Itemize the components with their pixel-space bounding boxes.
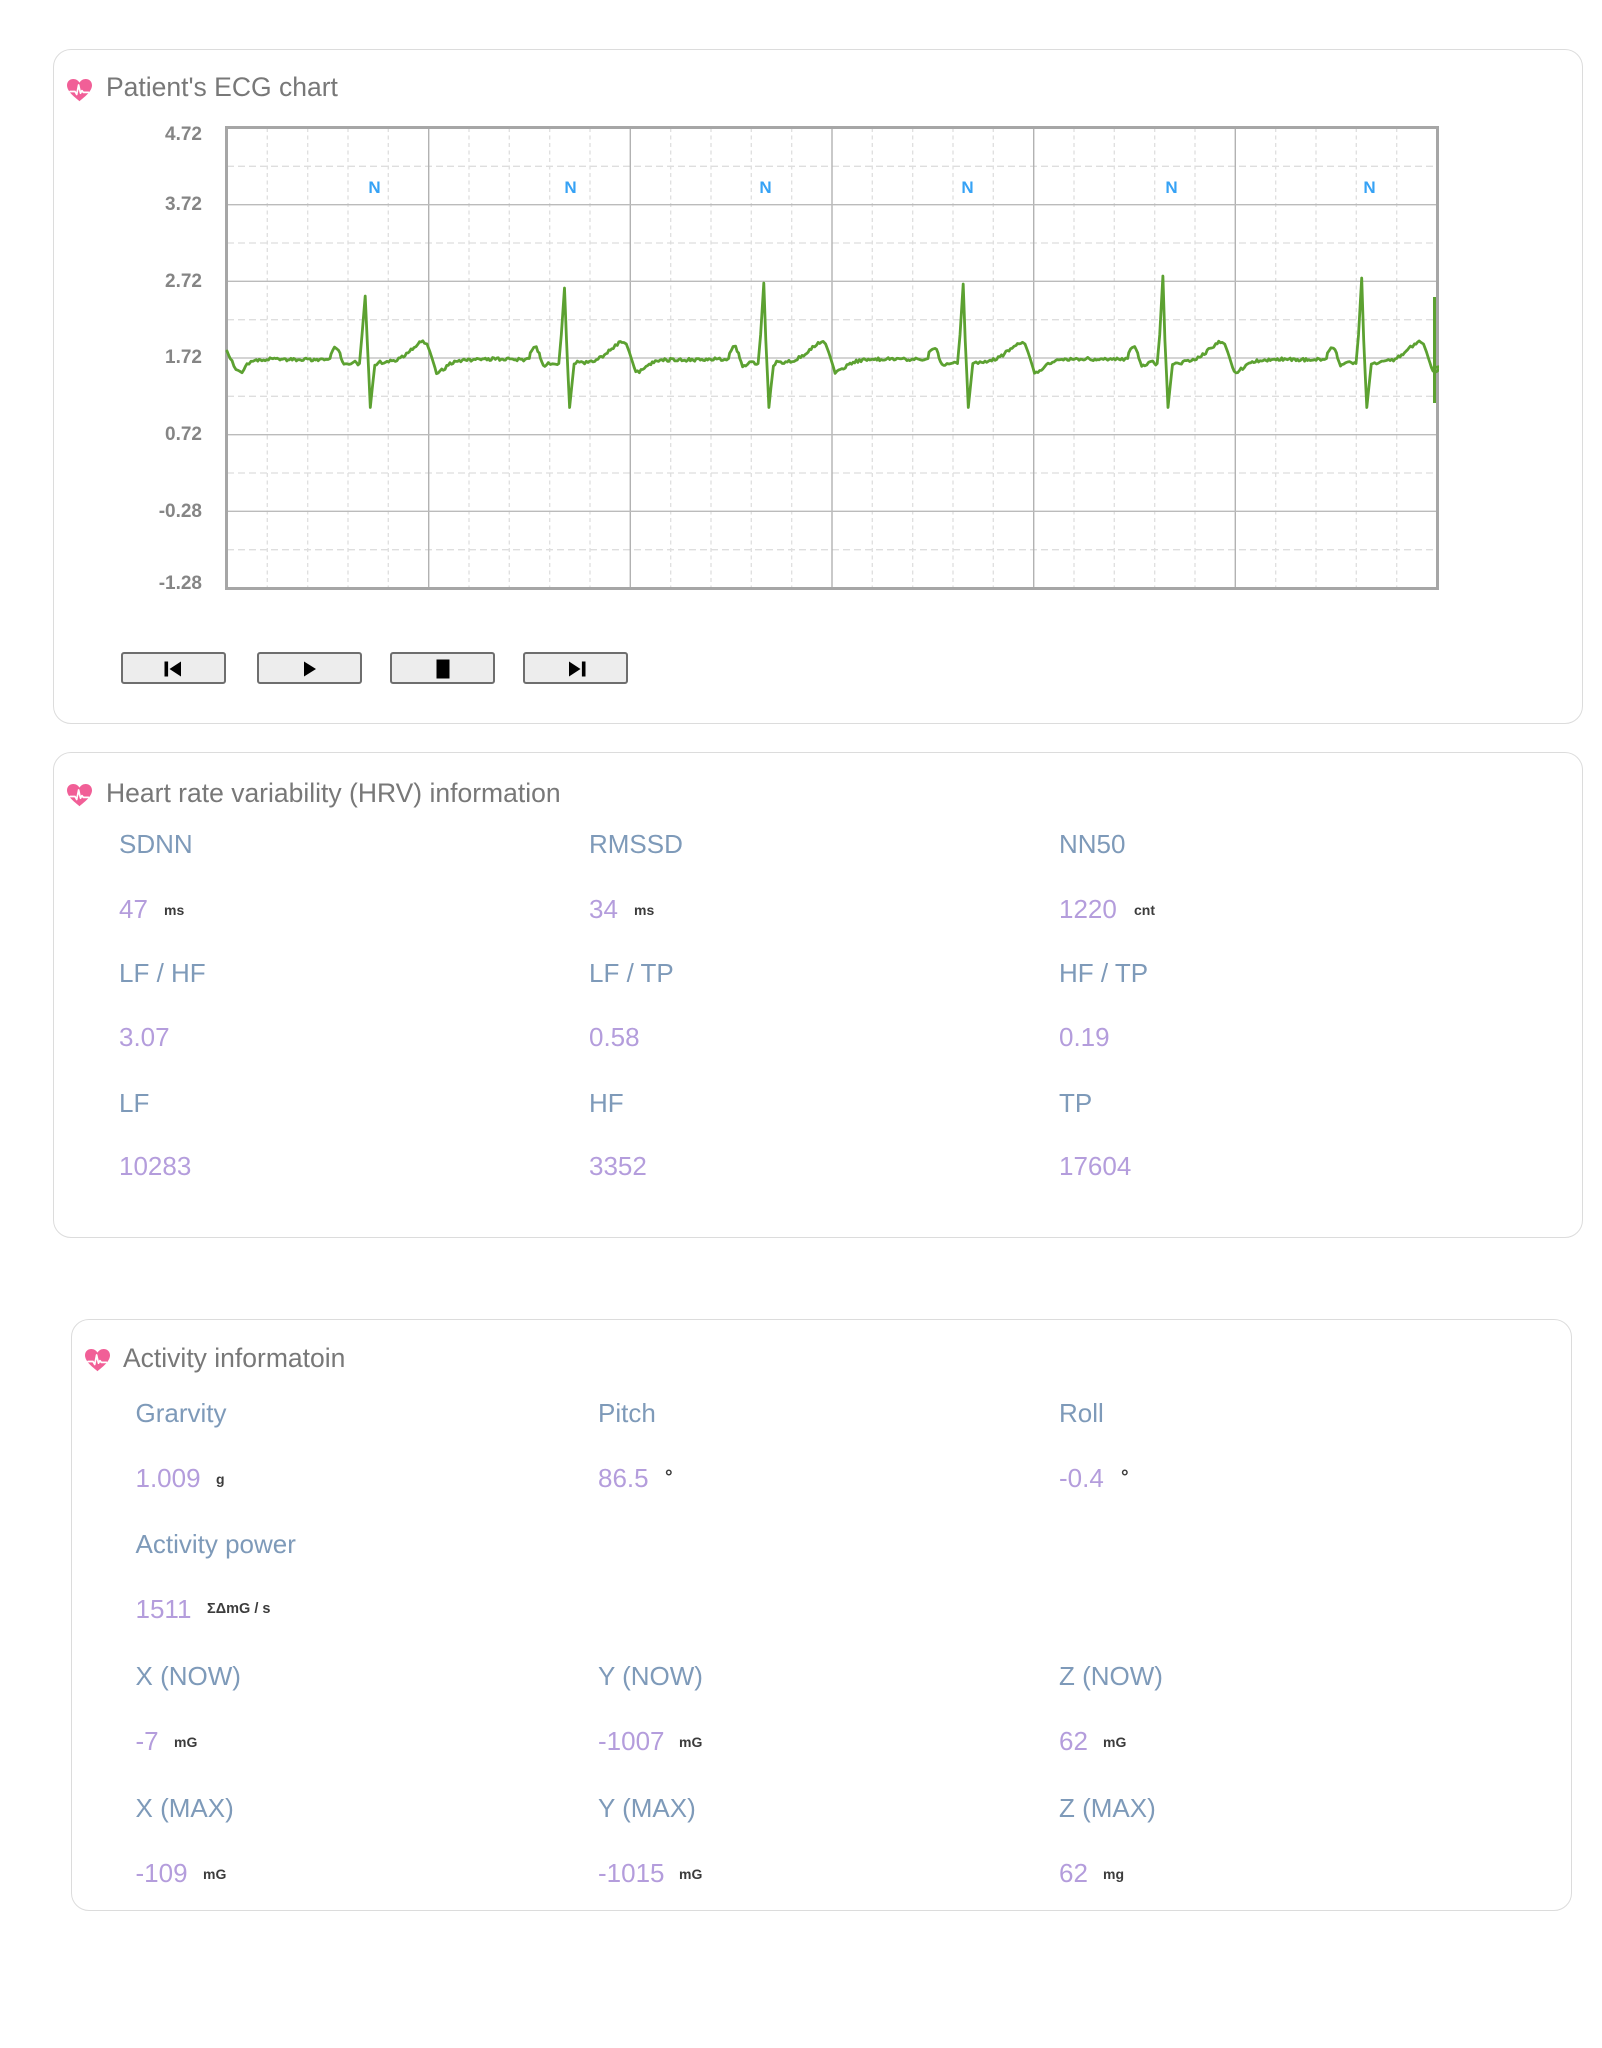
svg-text:N: N [368, 178, 380, 197]
svg-text:N: N [759, 178, 771, 197]
svg-text:N: N [564, 178, 576, 197]
svg-text:N: N [961, 178, 973, 197]
svg-text:N: N [1165, 178, 1177, 197]
svg-text:N: N [1363, 178, 1375, 197]
